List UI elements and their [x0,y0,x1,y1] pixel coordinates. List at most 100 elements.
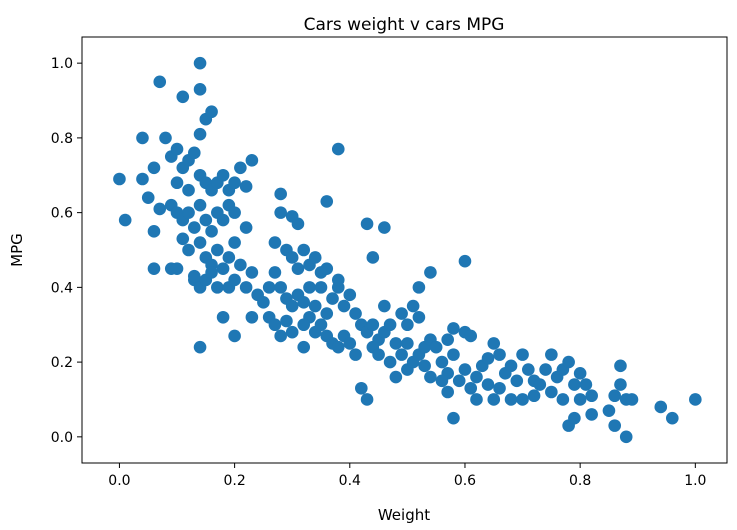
scatter-point [222,251,236,264]
scatter-point [614,359,627,373]
scatter-point [395,307,408,320]
scatter-point [320,262,334,275]
scatter-point [147,161,161,175]
scatter-point [228,236,241,249]
scatter-point [331,142,345,156]
scatter-point [366,318,380,332]
scatter-point [378,221,391,234]
scatter-point [418,359,431,373]
x-tick-label: 0.0 [108,473,130,489]
scatter-point [665,411,679,425]
scatter-point [280,314,293,328]
scatter-point [153,202,167,216]
scatter-point [331,340,345,354]
scatter-point [216,310,230,324]
scatter-point [533,378,547,391]
scatter-point [383,318,397,332]
scatter-point [170,142,184,156]
scatter-point [608,419,622,432]
x-axis-label: Weight [378,506,430,524]
scatter-point [297,340,311,354]
scatter-point [216,262,230,275]
plot-frame [81,36,728,464]
y-tick-label: 1.0 [51,56,73,72]
y-tick-label: 0.2 [51,355,73,371]
scatter-point [193,340,207,354]
scatter-point [205,225,218,238]
scatter-point [337,299,351,313]
scatter-point [274,281,287,294]
scatter-point [182,243,195,257]
scatter-point [182,183,195,197]
scatter-point [234,258,247,272]
scatter-point [234,161,247,175]
scatter-point [291,217,305,231]
y-tick-label: 0.4 [51,280,73,296]
scatter-point [493,348,506,361]
scatter-point [412,310,426,324]
scatter-point [245,266,259,279]
scatter-point [320,195,334,208]
scatter-point [573,393,587,406]
scatter-point [118,213,132,227]
scatter-point [205,105,218,119]
scatter-point [303,281,316,294]
scatter-point [297,296,311,309]
scatter-point [602,404,616,417]
scatter-point [481,378,495,391]
scatter-point [504,359,518,373]
scatter-point [147,225,161,238]
scatter-point [470,370,483,384]
scatter-point [216,168,230,182]
scatter-point [625,393,639,406]
scatter-point [458,363,472,376]
scatter-point [504,393,518,406]
scatter-point [187,146,201,160]
scatter-point [516,393,529,406]
scatter-point [401,318,414,332]
x-tick-label: 1.0 [684,473,706,489]
scatter-point [274,206,287,219]
scatter-point [308,325,322,339]
scatter-point [141,191,155,204]
scatter-point [585,389,598,403]
scatter-point [360,393,374,406]
scatter-point [614,378,627,391]
scatter-point [464,329,478,343]
scatter-point [585,408,598,421]
x-tick-label: 0.6 [454,473,476,489]
scatter-point [193,198,207,212]
scatter-point [441,385,454,399]
scatter-point [510,374,524,388]
scatter-point [285,251,299,264]
scatter-point [545,348,558,361]
scatter-point [320,307,334,320]
scatter-point [452,374,466,388]
scatter-point [349,307,362,320]
scatter-point [159,131,172,145]
scatter-point [378,299,391,313]
data-points [113,56,702,444]
scatter-point [493,381,506,395]
scatter-point [268,266,282,279]
scatter-point [228,206,241,219]
scatter-point [228,176,241,190]
scatter-point [401,337,414,350]
scatter-point [199,213,213,227]
scatter-point [441,333,454,346]
scatter-point [522,363,535,376]
scatter-point [366,251,380,264]
scatter-point [608,389,622,403]
scatter-point [308,251,322,264]
scatter-point [447,411,460,425]
scatter-point [389,337,403,350]
scatter-point [176,232,190,246]
scatter-point [205,266,218,279]
scatter-point [187,269,201,283]
scatter-point [228,273,241,287]
scatter-point [447,348,460,361]
scatter-point [470,393,483,406]
scatter-point [343,288,357,302]
x-axis: 0.0 0.2 0.4 0.6 0.8 1.0 [108,463,706,489]
